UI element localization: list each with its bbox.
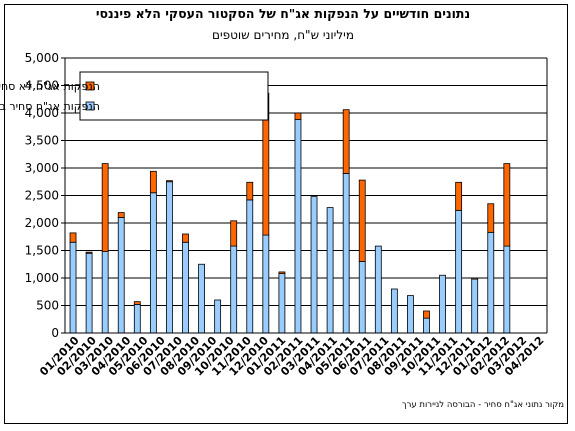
y-tick-label: 0 <box>51 326 59 340</box>
bar-non-traded <box>149 170 157 194</box>
y-tick-label: 4,000 <box>25 106 59 120</box>
bar-exchange-traded <box>149 192 157 334</box>
bar-exchange-traded <box>69 241 77 334</box>
bar-exchange-traded <box>101 251 109 334</box>
bar-exchange-traded <box>423 317 430 334</box>
bar-exchange-traded <box>230 245 238 334</box>
y-tick-label: 1,000 <box>25 271 59 285</box>
bar-non-traded <box>342 109 350 174</box>
bar-non-traded <box>487 203 495 233</box>
bar-non-traded <box>423 310 430 319</box>
bar-non-traded <box>133 301 141 305</box>
y-tick-label: 3,500 <box>25 134 59 148</box>
bar-exchange-traded <box>182 241 189 334</box>
bar-non-traded <box>294 112 302 120</box>
legend-swatch-non-traded <box>85 81 95 91</box>
bar-exchange-traded <box>455 209 463 334</box>
y-tick-label: 1,500 <box>25 244 59 258</box>
bar-exchange-traded <box>374 245 382 334</box>
bar-exchange-traded <box>262 234 270 334</box>
y-tick-label: 2,500 <box>25 189 59 203</box>
bar-exchange-traded <box>85 252 93 334</box>
bar-exchange-traded <box>198 263 205 334</box>
bar-exchange-traded <box>278 273 286 334</box>
legend-swatch-exchange-traded <box>85 101 95 111</box>
legend-label-non-traded: הנפקות אג"ח לא סחיר <box>0 80 100 93</box>
bar-non-traded <box>85 251 93 254</box>
bar-exchange-traded <box>503 245 511 334</box>
y-tick-label: 3,000 <box>25 161 59 175</box>
y-tick-label: 2,000 <box>25 216 59 230</box>
chart-title: נתונים חודשיים על הנפקות אג"ח של הסקטור … <box>95 6 471 21</box>
bar-exchange-traded <box>214 299 222 334</box>
chart-subtitle: מיליוני ש"ח, מחירים שוטפים <box>211 28 354 42</box>
bar-exchange-traded <box>310 196 318 334</box>
legend-box <box>79 71 269 121</box>
bar-exchange-traded <box>326 207 334 334</box>
bar-exchange-traded <box>133 303 141 334</box>
bar-non-traded <box>166 180 173 183</box>
bar-non-traded <box>358 179 366 262</box>
legend-label-exchange-traded: הנפקות אג"ח סחיר בבורסה בת"א <box>0 100 100 113</box>
bar-non-traded <box>278 271 286 275</box>
bar-non-traded <box>101 163 109 253</box>
bar-exchange-traded <box>407 295 414 334</box>
bar-exchange-traded <box>358 261 366 334</box>
bar-exchange-traded <box>117 217 125 334</box>
bar-non-traded <box>230 220 238 247</box>
chart-source: מקור נתוני אג"ח סחיר - הבורסה לניירות ער… <box>402 400 564 410</box>
bar-non-traded <box>246 181 254 201</box>
bar-exchange-traded <box>166 181 173 334</box>
bar-non-traded <box>182 233 189 243</box>
y-tick-label: 4,500 <box>25 79 59 93</box>
y-tick-label: 5,000 <box>25 51 59 65</box>
bar-non-traded <box>471 277 479 280</box>
bar-exchange-traded <box>487 231 495 334</box>
bar-exchange-traded <box>439 274 446 334</box>
bar-non-traded <box>503 163 511 247</box>
bar-exchange-traded <box>342 173 350 334</box>
bar-non-traded <box>455 181 463 211</box>
bar-exchange-traded <box>294 119 302 334</box>
bar-non-traded <box>117 212 125 218</box>
bar-non-traded <box>69 232 77 243</box>
y-tick-label: 500 <box>36 299 59 313</box>
bar-exchange-traded <box>246 199 254 334</box>
bar-exchange-traded <box>390 288 398 334</box>
bar-exchange-traded <box>471 278 479 334</box>
